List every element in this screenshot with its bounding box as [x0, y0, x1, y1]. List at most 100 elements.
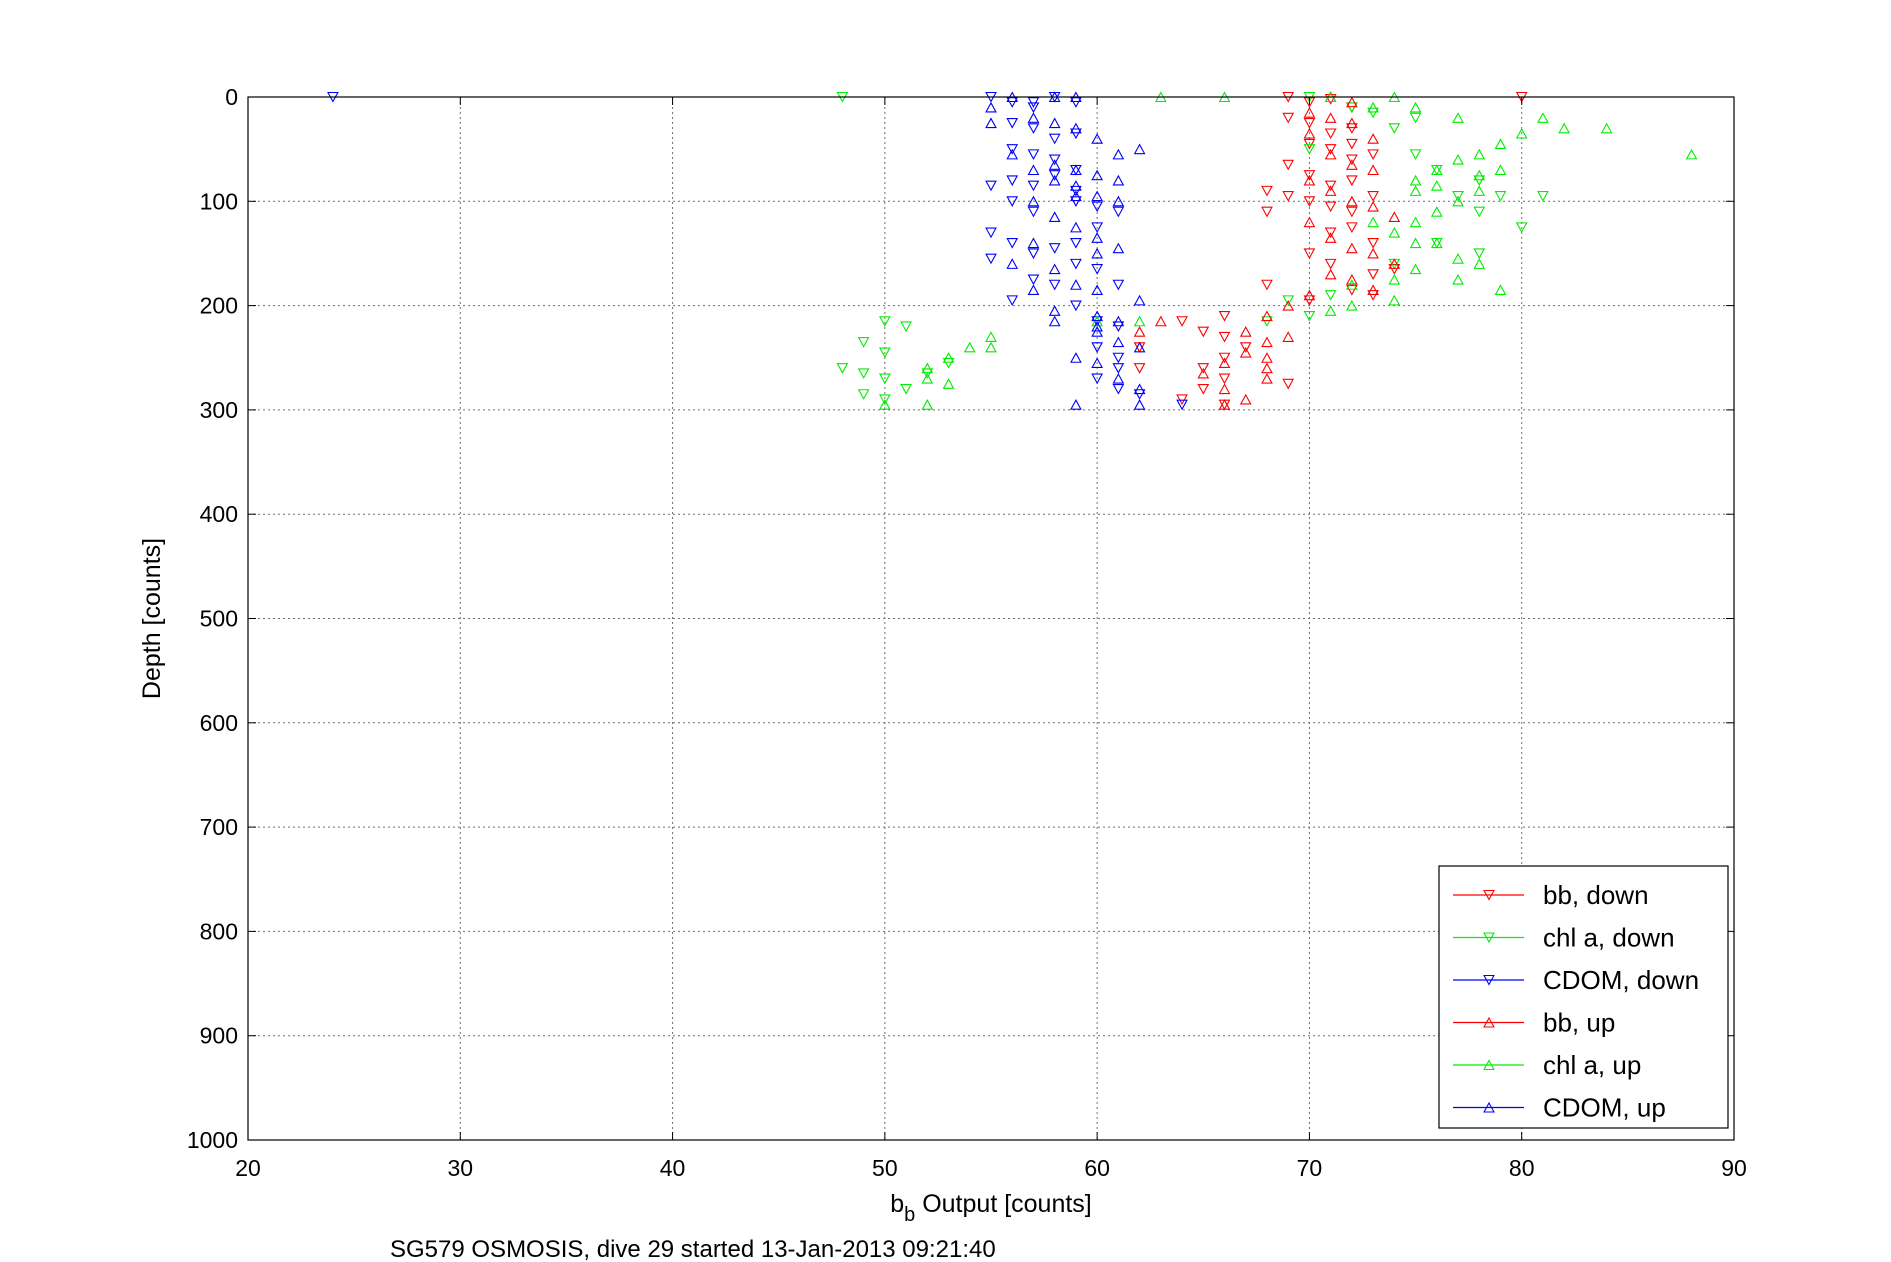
data-point	[1346, 138, 1358, 150]
data-point	[1282, 159, 1295, 171]
data-point	[1091, 232, 1104, 243]
legend-marker	[1483, 1016, 1495, 1028]
data-point	[1324, 227, 1337, 239]
data-point	[985, 331, 997, 342]
data-point	[1070, 279, 1082, 290]
data-point	[1218, 373, 1231, 385]
data-point	[1218, 383, 1231, 395]
data-point	[878, 316, 891, 327]
data-point	[1197, 383, 1210, 395]
data-point	[1346, 273, 1358, 285]
legend-item: CDOM, down	[1453, 965, 1699, 995]
x-axis-label: bb Output [counts]	[890, 1190, 1092, 1226]
data-point	[1409, 263, 1422, 275]
data-point	[1685, 148, 1698, 160]
data-point	[1367, 191, 1379, 202]
data-point	[1409, 149, 1422, 161]
data-point	[1112, 383, 1125, 395]
legend-item: chl a, down	[1453, 923, 1675, 953]
data-point	[1473, 185, 1486, 196]
data-point	[1027, 123, 1040, 134]
data-point	[1388, 264, 1401, 275]
data-point	[1006, 118, 1019, 129]
legend-label: bb, down	[1543, 880, 1649, 910]
data-point	[921, 372, 934, 384]
data-point	[1324, 305, 1337, 316]
data-point	[1473, 258, 1486, 269]
data-point	[1091, 315, 1104, 327]
data-point	[1048, 305, 1061, 316]
data-point	[1218, 310, 1231, 322]
data-point	[1346, 117, 1358, 129]
data-point	[1282, 295, 1295, 307]
data-point	[1346, 222, 1358, 234]
data-point	[878, 394, 891, 406]
data-point	[1048, 154, 1061, 166]
data-point	[878, 347, 891, 359]
data-point	[1218, 399, 1231, 410]
data-point	[1282, 299, 1295, 311]
data-point	[1367, 269, 1379, 280]
legend-marker	[1483, 889, 1495, 901]
legend-marker	[1483, 1059, 1495, 1071]
data-point	[1112, 363, 1125, 374]
data-point	[1430, 164, 1443, 176]
data-point	[1070, 399, 1082, 410]
y-tick-label: 800	[200, 918, 238, 944]
data-point	[1324, 258, 1337, 270]
data-point	[1515, 127, 1528, 139]
data-point	[1346, 123, 1358, 134]
data-point	[1430, 180, 1443, 191]
data-point	[1494, 164, 1507, 176]
data-point	[1176, 399, 1188, 411]
data-point	[1070, 258, 1082, 270]
data-point	[1006, 97, 1019, 108]
series-bb-up	[1133, 91, 1401, 410]
data-point	[1261, 279, 1273, 291]
data-point	[1027, 164, 1040, 176]
data-point	[1473, 206, 1486, 218]
data-point	[1303, 174, 1316, 186]
data-point	[1027, 248, 1040, 260]
data-point	[1048, 279, 1061, 291]
data-point	[985, 341, 997, 353]
data-point	[1261, 336, 1273, 348]
data-point	[1537, 112, 1549, 123]
data-point	[1070, 164, 1082, 176]
data-point	[1303, 138, 1316, 150]
data-point	[1409, 185, 1422, 196]
data-point	[1367, 164, 1379, 176]
data-point	[1367, 107, 1379, 119]
data-point	[1409, 112, 1422, 124]
data-point	[985, 227, 997, 239]
data-point	[1091, 264, 1104, 275]
y-tick-label: 100	[200, 188, 238, 214]
data-point	[1367, 284, 1379, 296]
data-point	[1239, 393, 1252, 405]
data-point	[1006, 258, 1019, 269]
data-point	[1452, 153, 1464, 165]
data-point	[1218, 331, 1231, 343]
data-point	[1409, 237, 1422, 249]
data-point	[1261, 206, 1273, 218]
x-tick-label: 40	[660, 1155, 686, 1181]
legend-label: CDOM, up	[1543, 1093, 1666, 1123]
data-point	[1367, 216, 1379, 228]
data-point	[1558, 122, 1571, 134]
data-point	[1409, 174, 1422, 186]
axis-ticks: 20 30 40 50 60 70 80 90010020030040050060070080…	[187, 84, 1747, 1181]
series-cdom-up	[985, 91, 1146, 410]
legend-item: bb, up	[1453, 1008, 1615, 1038]
data-point	[1027, 274, 1040, 286]
data-point	[1027, 284, 1040, 296]
data-point	[1070, 164, 1082, 176]
legend-item: bb, down	[1453, 880, 1649, 910]
data-point	[1303, 310, 1316, 322]
data-point	[1112, 372, 1125, 384]
data-point	[921, 362, 934, 374]
data-point	[1048, 211, 1061, 222]
data-point	[1324, 144, 1337, 155]
data-point	[1324, 128, 1337, 140]
data-point	[1133, 143, 1146, 155]
